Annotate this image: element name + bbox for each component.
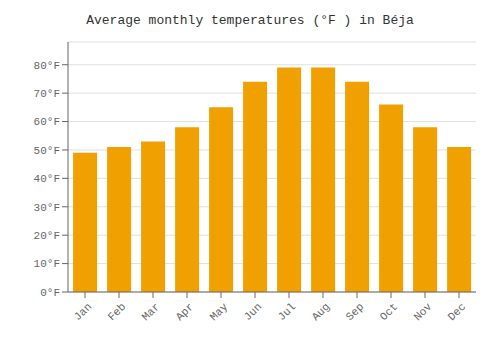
svg-text:Jan: Jan — [72, 301, 94, 323]
svg-text:Sep: Sep — [344, 301, 366, 323]
svg-text:Dec: Dec — [446, 301, 468, 323]
svg-text:Mar: Mar — [140, 301, 162, 323]
svg-text:0°F: 0°F — [40, 287, 60, 299]
svg-text:Jun: Jun — [242, 301, 264, 323]
svg-text:60°F: 60°F — [34, 116, 60, 128]
svg-text:Oct: Oct — [378, 301, 400, 323]
svg-text:Aug: Aug — [310, 301, 332, 323]
svg-text:Feb: Feb — [106, 301, 128, 323]
svg-text:Nov: Nov — [412, 300, 435, 323]
svg-text:May: May — [208, 300, 231, 323]
svg-text:80°F: 80°F — [34, 60, 60, 72]
html-text:Average monthly temperatures (: Average monthly temperatures (°F ) in Bé… — [86, 13, 414, 28]
svg-text:40°F: 40°F — [34, 173, 60, 185]
svg-text:Jul: Jul — [276, 301, 298, 323]
svg-text:10°F: 10°F — [34, 258, 60, 270]
svg-text:30°F: 30°F — [34, 202, 60, 214]
svg-text:70°F: 70°F — [34, 88, 60, 100]
svg-text:20°F: 20°F — [34, 230, 60, 242]
svg-text:50°F: 50°F — [34, 145, 60, 157]
svg-text:Apr: Apr — [174, 301, 196, 323]
